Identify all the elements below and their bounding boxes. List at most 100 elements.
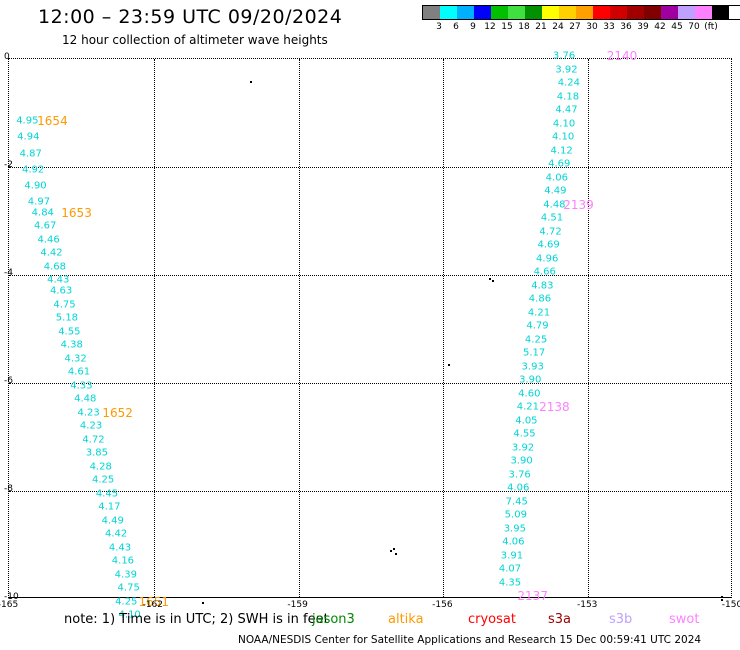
legend-swatch xyxy=(474,6,491,19)
wave-height-value: 4.61 xyxy=(67,366,91,378)
wave-height-value: 4.87 xyxy=(19,148,42,159)
pass-label: 1652 xyxy=(102,405,133,420)
x-tick-label: -165 xyxy=(0,600,19,610)
wave-height-value: 4.43 xyxy=(47,274,70,286)
satellite-name: cryosat xyxy=(468,612,516,627)
page-subtitle: 12 hour collection of altimeter wave hei… xyxy=(62,33,328,47)
wave-height-value: 4.10 xyxy=(118,609,141,621)
wave-height-value: 4.21 xyxy=(527,307,551,319)
x-tick-label: -159 xyxy=(287,600,308,610)
credit-line: NOAA/NESDIS Center for Satellite Applica… xyxy=(238,634,702,646)
wave-height-value: 4.47 xyxy=(555,104,578,116)
y-tick-label: -2 xyxy=(4,160,13,170)
legend-swatch xyxy=(542,6,559,19)
wave-height-value: 4.28 xyxy=(89,461,112,473)
y-tick-label: -10 xyxy=(4,592,19,602)
wave-height-value: 3.93 xyxy=(521,361,544,373)
wave-height-value: 3.91 xyxy=(500,550,524,562)
legend-swatch xyxy=(508,6,525,19)
legend-label: 39 xyxy=(637,22,649,32)
wave-height-value: 4.35 xyxy=(498,577,522,589)
pass-label: 2138 xyxy=(539,400,570,415)
satellite-name: s3b xyxy=(609,612,633,627)
color-legend: 3 6 9 12 15 18 21 24 27 30 33 36 39 42 45 70 (ft) xyxy=(422,5,740,36)
wave-height-value: 3.92 xyxy=(555,64,578,76)
wave-height-value: 3.90 xyxy=(510,455,533,467)
wave-height-value: 4.69 xyxy=(548,158,571,170)
wave-height-value: 4.51 xyxy=(540,212,564,224)
land-marker xyxy=(390,550,393,553)
x-tick-label: -150 xyxy=(721,600,740,610)
wave-height-value: 4.10 xyxy=(551,131,575,143)
wave-height-value: 4.16 xyxy=(111,555,135,567)
wave-height-value: 4.05 xyxy=(515,415,538,427)
wave-height-value: 4.72 xyxy=(539,226,562,238)
land-marker xyxy=(202,601,205,604)
land-marker xyxy=(392,547,395,550)
wave-height-value: 4.86 xyxy=(528,293,552,305)
y-tick-label: 0 xyxy=(4,52,10,62)
wave-height-value: 4.32 xyxy=(64,353,87,365)
grid-line-lat xyxy=(9,491,731,492)
wave-height-value: 3.85 xyxy=(85,447,108,459)
wave-height-value: 4.68 xyxy=(43,261,66,273)
legend-swatch xyxy=(440,6,457,19)
pass-label: 1651 xyxy=(138,594,170,609)
land-marker xyxy=(491,280,494,283)
wave-height-value: 4.94 xyxy=(17,131,40,143)
wave-height-value: 4.49 xyxy=(544,185,567,197)
satellite-name: s3a xyxy=(548,612,572,627)
legend-swatch xyxy=(678,6,695,19)
wave-height-value: 4.17 xyxy=(98,501,121,513)
wave-height-value: 7.45 xyxy=(505,496,528,508)
wave-height-value: 4.55 xyxy=(58,326,81,338)
pass-label: 1654 xyxy=(37,114,68,129)
wave-height-value: 5.17 xyxy=(523,347,546,359)
wave-height-value: 4.25 xyxy=(115,596,138,608)
legend-label: 42 xyxy=(654,22,666,32)
page-title: 12:00 – 23:59 UTC 09/20/2024 xyxy=(38,6,343,28)
footer-note: note: 1) Time is in UTC; 2) SWH is in fe… xyxy=(64,612,329,627)
grid-line-lon xyxy=(588,59,590,597)
wave-height-value: 4.49 xyxy=(101,515,124,527)
legend-swatch xyxy=(695,6,712,19)
wave-height-value: 4.07 xyxy=(498,563,522,575)
y-tick-label: -6 xyxy=(4,376,13,386)
legend-label: 70 xyxy=(688,22,700,32)
y-tick-label: -4 xyxy=(4,268,13,278)
wave-height-value: 4.95 xyxy=(16,115,39,127)
satellite-name: altika xyxy=(388,612,424,627)
legend-swatch xyxy=(644,6,661,19)
legend-label: 3 xyxy=(436,22,442,32)
legend-swatch xyxy=(457,6,474,19)
wave-height-value: 4.67 xyxy=(34,220,57,232)
x-tick-label: -162 xyxy=(142,600,164,610)
grid-line-lon xyxy=(298,59,300,597)
wave-height-value: 3.95 xyxy=(503,523,526,535)
legend-label: 15 xyxy=(501,22,513,32)
wave-height-value: 4.66 xyxy=(533,266,556,278)
pass-label: 1653 xyxy=(61,205,92,220)
land-marker xyxy=(489,277,492,280)
legend-swatch xyxy=(559,6,576,19)
wave-height-value: 5.18 xyxy=(55,312,79,324)
legend-label: 9 xyxy=(470,22,476,32)
wave-height-value: 4.33 xyxy=(70,380,93,392)
wave-height-value: 4.06 xyxy=(545,172,568,184)
grid-line-lat xyxy=(9,167,731,168)
wave-height-value: 4.21 xyxy=(516,401,539,413)
legend-swatch xyxy=(610,6,627,19)
wave-height-value: 3.92 xyxy=(511,442,535,454)
legend-label: 12 xyxy=(484,22,496,32)
wave-height-value: 4.24 xyxy=(557,77,581,89)
legend-swatch xyxy=(491,6,508,19)
wave-height-value: 4.42 xyxy=(40,247,63,259)
wave-height-value: 4.38 xyxy=(60,339,83,351)
legend-label: 27 xyxy=(569,22,581,32)
grid-line-lon xyxy=(153,59,155,597)
legend-label: 30 xyxy=(586,22,598,32)
legend-label: 24 xyxy=(552,22,564,32)
land-marker xyxy=(720,596,723,599)
wave-height-value: 4.43 xyxy=(108,542,132,554)
wave-height-value: 4.12 xyxy=(550,145,573,157)
